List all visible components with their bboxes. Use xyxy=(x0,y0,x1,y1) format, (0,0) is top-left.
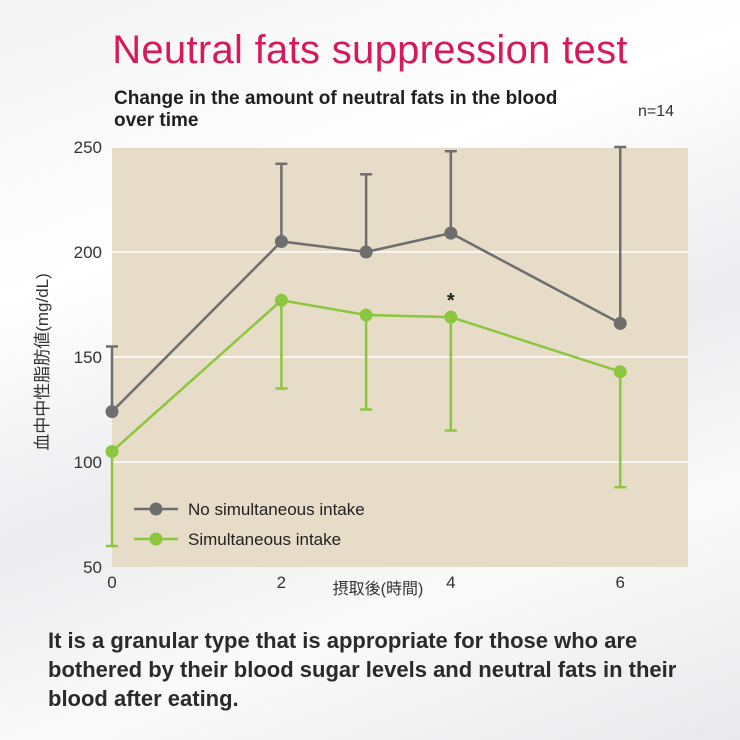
y-tick-label: 100 xyxy=(74,453,102,472)
data-point xyxy=(105,445,119,458)
y-tick-label: 200 xyxy=(74,243,102,262)
data-point xyxy=(274,293,288,307)
y-tick-label: 250 xyxy=(74,138,102,157)
x-tick-label: 2 xyxy=(277,573,286,592)
chart-title: Neutral fats suppression test xyxy=(112,28,628,72)
y-axis-ticks: 50 100 150 200 250 xyxy=(74,138,102,577)
grid xyxy=(112,146,688,463)
x-tick-label: 6 xyxy=(616,573,625,592)
data-point xyxy=(444,226,458,240)
legend-swatch-marker xyxy=(149,532,163,546)
data-point xyxy=(613,365,627,379)
x-tick-label: 4 xyxy=(446,573,455,592)
significance-marker: * xyxy=(447,290,455,312)
series xyxy=(105,145,627,548)
data-point xyxy=(274,235,288,248)
x-tick-label: 0 xyxy=(107,573,116,592)
x-axis-label: 摂取後(時間) xyxy=(333,580,424,598)
y-tick-label: 150 xyxy=(74,348,102,367)
data-point xyxy=(359,308,373,322)
legend-label: No simultaneous intake xyxy=(188,500,365,519)
y-axis-label: 血中中性脂肪値(mg/dL) xyxy=(33,273,52,451)
chart-subtitle: Change in the amount of neutral fats in … xyxy=(114,88,558,131)
data-point xyxy=(444,310,458,324)
sample-size-label: n=14 xyxy=(638,103,675,120)
footer-text: It is a granular type that is appropriat… xyxy=(48,628,677,711)
series-no-intake xyxy=(105,145,627,419)
legend-swatch-marker xyxy=(149,502,163,516)
data-point xyxy=(613,316,627,330)
legend-label: Simultaneous intake xyxy=(188,530,341,549)
series-intake xyxy=(105,293,627,548)
data-point xyxy=(359,245,373,259)
y-tick-label: 50 xyxy=(83,558,102,577)
x-axis-ticks: 0 2 4 6 xyxy=(107,573,625,592)
data-point xyxy=(105,405,119,419)
legend: No simultaneous intake Simultaneous intak… xyxy=(134,500,365,549)
